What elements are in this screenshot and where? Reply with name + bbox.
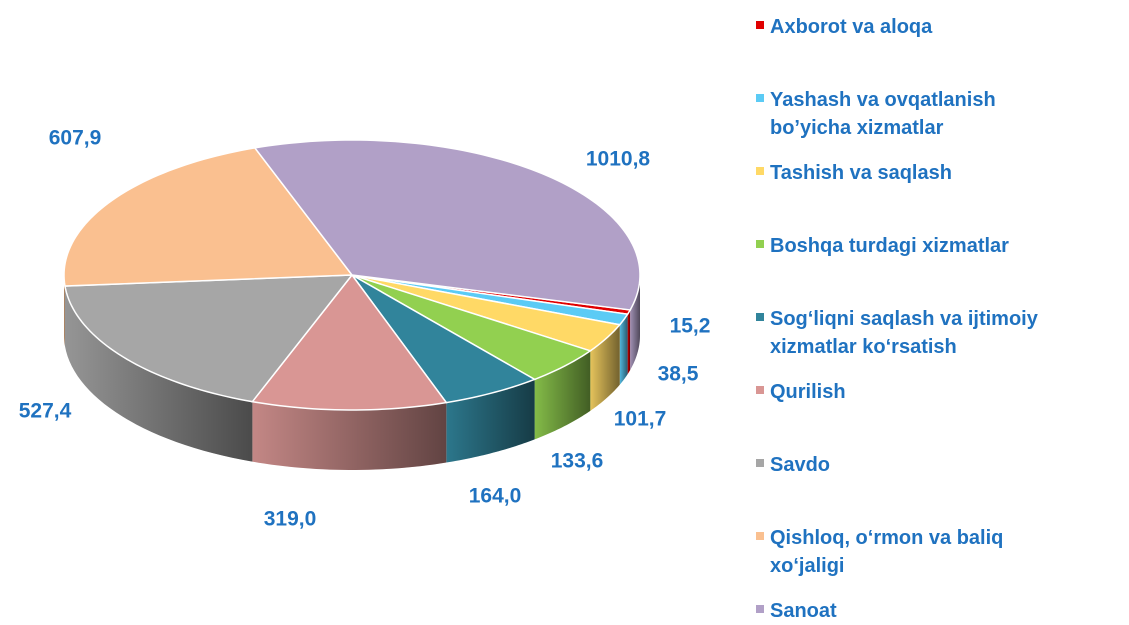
legend-label: Boshqa turdagi xizmatlar <box>770 235 1009 257</box>
legend-swatch <box>756 94 764 102</box>
legend-label: Sog‘liqni saqlash va ijtimoiy xizmatlar … <box>770 308 1038 358</box>
data-label: 164,0 <box>469 485 522 508</box>
pie-slice <box>250 273 448 411</box>
legend-label: Qishloq, o‘rmon va baliq xo‘jaligi <box>770 527 1004 577</box>
data-label: 133,6 <box>551 450 604 473</box>
data-label: 1010,8 <box>586 148 651 171</box>
side-shade <box>64 286 253 462</box>
data-label: 38,5 <box>658 363 699 386</box>
legend-item: Tashish va saqlash <box>752 159 952 187</box>
legend-swatch <box>756 459 764 467</box>
side-shade <box>627 309 631 375</box>
legend-item: Qurilish <box>752 378 846 406</box>
legend-label: Tashish va saqlash <box>770 162 952 184</box>
legend-swatch <box>756 240 764 248</box>
side-shade <box>630 275 640 370</box>
legend-item: Yashash va ovqatlanish bo’yicha xizmatla… <box>752 86 996 142</box>
legend-label: Qurilish <box>770 381 846 403</box>
side-shade <box>619 314 628 385</box>
legend-item: Sanoat <box>752 597 837 625</box>
legend-label: Yashash va ovqatlanish bo’yicha xizmatla… <box>770 89 996 139</box>
legend-swatch <box>756 21 764 29</box>
legend-item: Qishloq, o‘rmon va baliq xo‘jaligi <box>752 524 1003 580</box>
pie-slice <box>351 274 622 352</box>
legend-swatch <box>756 386 764 394</box>
legend-swatch <box>756 605 764 613</box>
legend: Axborot va aloqa Yashash va ovqatlanish b… <box>752 0 1129 622</box>
pie-slice <box>64 274 354 403</box>
side-shade <box>446 379 535 463</box>
legend-label: Axborot va aloqa <box>770 16 933 38</box>
side-shade <box>534 350 591 440</box>
data-label: 607,9 <box>49 127 102 150</box>
legend-item: Axborot va aloqa <box>752 13 932 41</box>
side-shade <box>64 275 65 347</box>
legend-item: Savdo <box>752 451 830 479</box>
pie-slice <box>63 147 354 287</box>
pie-slice <box>351 274 537 404</box>
data-label: 101,7 <box>614 408 667 431</box>
legend-label: Savdo <box>770 454 831 476</box>
data-label: 527,4 <box>19 400 72 423</box>
data-label: 15,2 <box>670 315 711 338</box>
legend-swatch <box>756 532 764 540</box>
pie-slice <box>253 139 641 311</box>
data-label: 319,0 <box>264 508 317 531</box>
side-shade <box>252 401 447 470</box>
legend-label: Sanoat <box>770 600 837 622</box>
chart: 15,2 38,5 101,7 133,6 164,0 319,0 527,4 607,9 10… <box>19 127 711 531</box>
pie-slice <box>351 274 592 381</box>
legend-swatch <box>756 167 764 175</box>
legend-item: Boshqa turdagi xizmatlar <box>752 232 1009 260</box>
legend-swatch <box>756 313 764 321</box>
legend-item: Sog‘liqni saqlash va ijtimoiy xizmatlar … <box>752 305 1038 361</box>
